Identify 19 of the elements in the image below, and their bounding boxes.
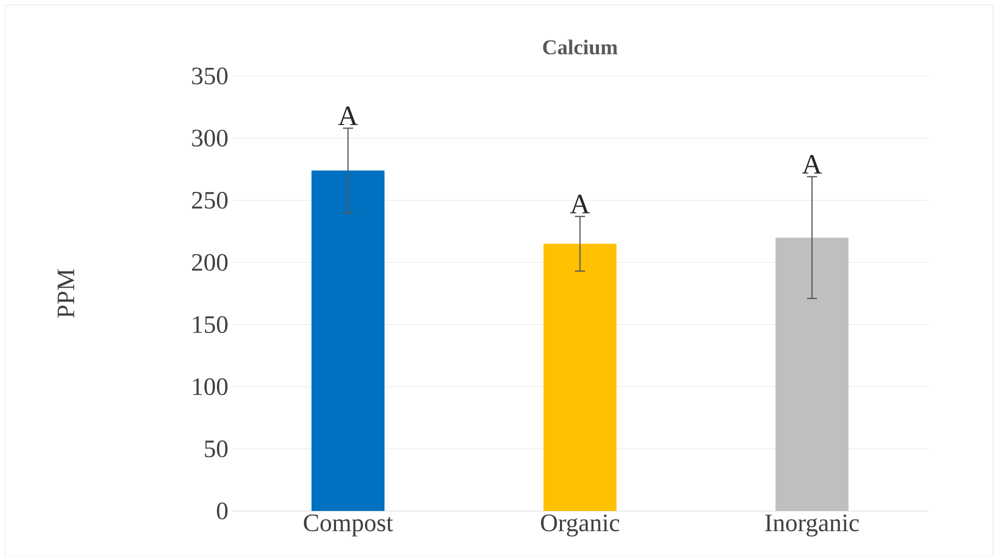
y-tick-label: 100	[193, 378, 228, 396]
y-tick-label: 300	[192, 130, 228, 146]
annotation: A	[338, 106, 358, 125]
bar	[544, 244, 616, 511]
y-tick-label: 50	[204, 440, 228, 458]
annotation: A	[802, 154, 822, 174]
x-tick-label: Organic	[540, 514, 620, 536]
y-tick-label: 200	[192, 254, 228, 271]
x-tick-label: Compost	[304, 514, 394, 536]
y-axis-title: PPM	[58, 269, 74, 318]
x-tick-label: Inorganic	[765, 514, 859, 536]
y-tick-label: 350	[192, 67, 228, 84]
y-tick-label: 150	[193, 316, 228, 333]
y-tick-label: 250	[192, 192, 228, 209]
bar	[776, 237, 848, 511]
chart-title: Calcium	[543, 40, 618, 54]
y-tick-label: 0	[216, 502, 228, 520]
bar	[312, 170, 385, 511]
annotation: A	[570, 194, 590, 214]
